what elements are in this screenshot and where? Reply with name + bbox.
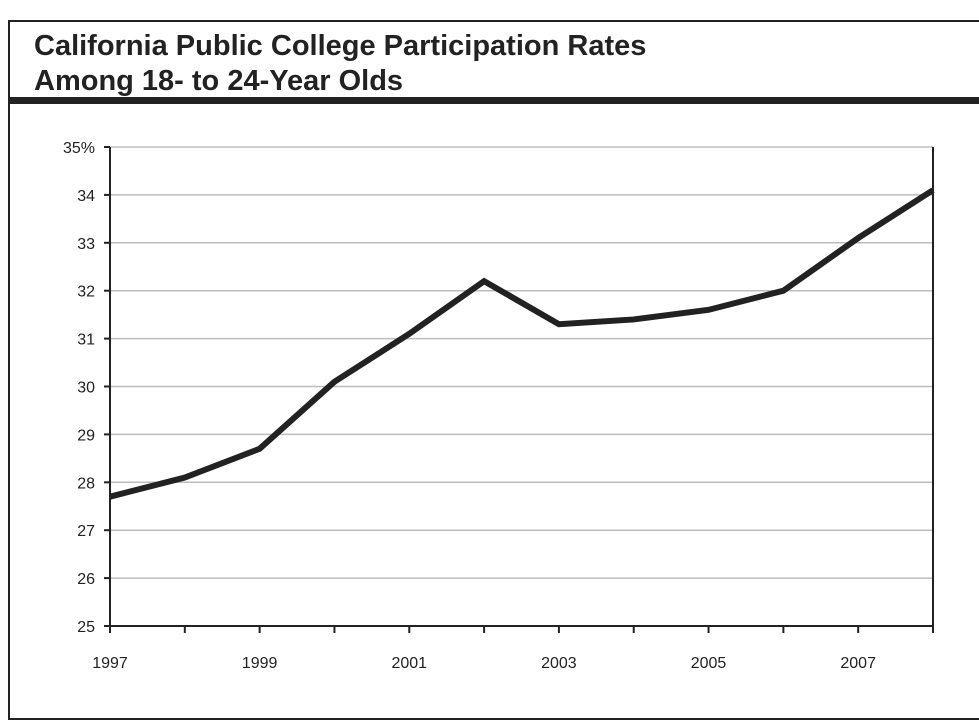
x-tick-label-4: 2005 [691,655,727,672]
data-point-2003 [558,323,560,325]
series-group [109,187,935,500]
data-point-2007 [857,237,859,239]
data-point-2001 [408,333,410,335]
title-bar: California Public College Participation … [10,22,979,104]
gridlines [110,146,933,579]
line-chart: 25 26 27 28 29 30 31 32 33 34 35% 1997 1999 2001 2003… [63,140,935,672]
series-line-0 [109,187,935,500]
chart-subtitle: Among 18- to 24-Year Olds [34,65,404,97]
y-tick-label-2: 27 [77,523,95,540]
x-tick-label-1: 1999 [242,655,278,672]
y-tick-label-4: 29 [77,427,95,444]
y-tick-label-10: 35% [63,140,95,157]
data-point-2004 [633,318,635,320]
x-tick-label-3: 2003 [541,655,577,672]
x-axis-ticks: 1997 1999 2001 2003 2005 2007 [92,626,934,672]
y-tick-label-6: 31 [77,332,95,349]
x-tick-label-2: 2001 [391,655,427,672]
y-tick-label-0: 25 [77,619,95,636]
data-point-1998 [184,477,186,479]
data-point-1999 [259,448,261,450]
data-point-2006 [782,290,784,292]
y-tick-label-3: 28 [77,475,95,492]
y-tick-label-1: 26 [77,571,95,588]
data-point-1997 [109,496,111,498]
data-point-2000 [333,381,335,383]
y-tick-label-9: 34 [77,188,95,205]
chart-title: California Public College Participation … [34,30,647,62]
y-tick-label-7: 32 [77,284,95,301]
data-point-2002 [483,280,485,282]
chart-frame: California Public College Participation … [8,20,979,720]
y-tick-label-8: 33 [77,236,95,253]
y-tick-label-5: 30 [77,380,95,397]
data-point-2008 [932,189,934,191]
data-point-2005 [708,309,710,311]
x-tick-label-0: 1997 [92,655,128,672]
x-tick-label-5: 2007 [840,655,876,672]
y-axis-ticks: 25 26 27 28 29 30 31 32 33 34 35% [63,140,110,636]
